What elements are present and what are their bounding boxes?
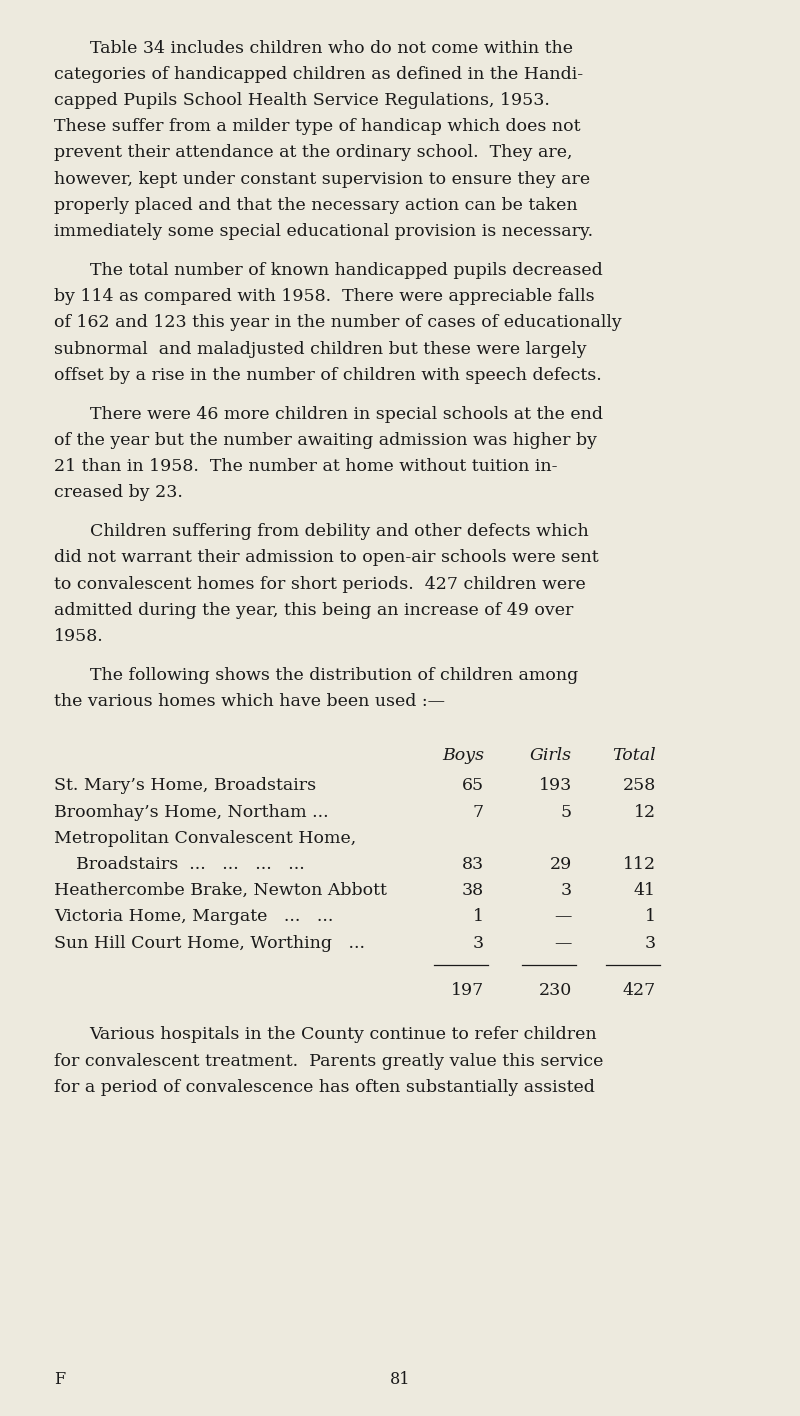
Text: offset by a rise in the number of children with speech defects.: offset by a rise in the number of childr… <box>54 367 602 384</box>
Text: 65: 65 <box>462 777 484 794</box>
Text: The total number of known handicapped pupils decreased: The total number of known handicapped pu… <box>90 262 602 279</box>
Text: 427: 427 <box>622 981 656 998</box>
Text: 3: 3 <box>473 935 484 952</box>
Text: Broomhay’s Home, Northam ...: Broomhay’s Home, Northam ... <box>54 804 329 821</box>
Text: 21 than in 1958.  The number at home without tuition in-: 21 than in 1958. The number at home with… <box>54 457 558 476</box>
Text: for a period of convalescence has often substantially assisted: for a period of convalescence has often … <box>54 1079 595 1096</box>
Text: 230: 230 <box>538 981 572 998</box>
Text: 1958.: 1958. <box>54 627 104 646</box>
Text: 83: 83 <box>462 857 484 874</box>
Text: Total: Total <box>612 748 656 765</box>
Text: 29: 29 <box>550 857 572 874</box>
Text: 41: 41 <box>634 882 656 899</box>
Text: immediately some special educational provision is necessary.: immediately some special educational pro… <box>54 222 594 241</box>
Text: —: — <box>554 909 572 926</box>
Text: by 114 as compared with 1958.  There were appreciable falls: by 114 as compared with 1958. There were… <box>54 287 595 306</box>
Text: prevent their attendance at the ordinary school.  They are,: prevent their attendance at the ordinary… <box>54 144 573 161</box>
Text: F: F <box>54 1371 66 1388</box>
Text: properly placed and that the necessary action can be taken: properly placed and that the necessary a… <box>54 197 578 214</box>
Text: Victoria Home, Margate   ...   ...: Victoria Home, Margate ... ... <box>54 909 334 926</box>
Text: 3: 3 <box>561 882 572 899</box>
Text: Various hospitals in the County continue to refer children: Various hospitals in the County continue… <box>90 1027 598 1044</box>
Text: 193: 193 <box>538 777 572 794</box>
Text: of 162 and 123 this year in the number of cases of educationally: of 162 and 123 this year in the number o… <box>54 314 622 331</box>
Text: however, kept under constant supervision to ensure they are: however, kept under constant supervision… <box>54 170 590 188</box>
Text: Heathercombe Brake, Newton Abbott: Heathercombe Brake, Newton Abbott <box>54 882 387 899</box>
Text: 7: 7 <box>473 804 484 821</box>
Text: Boys: Boys <box>442 748 484 765</box>
Text: to convalescent homes for short periods.  427 children were: to convalescent homes for short periods.… <box>54 575 586 593</box>
Text: categories of handicapped children as defined in the Handi-: categories of handicapped children as de… <box>54 65 583 84</box>
Text: did not warrant their admission to open-air schools were sent: did not warrant their admission to open-… <box>54 549 599 566</box>
Text: admitted during the year, this being an increase of 49 over: admitted during the year, this being an … <box>54 602 574 619</box>
Text: Broadstairs  ...   ...   ...   ...: Broadstairs ... ... ... ... <box>54 857 305 874</box>
Text: Table 34 includes children who do not come within the: Table 34 includes children who do not co… <box>90 40 573 57</box>
Text: of the year but the number awaiting admission was higher by: of the year but the number awaiting admi… <box>54 432 598 449</box>
Text: 1: 1 <box>645 909 656 926</box>
Text: creased by 23.: creased by 23. <box>54 484 183 501</box>
Text: There were 46 more children in special schools at the end: There were 46 more children in special s… <box>90 405 602 423</box>
Text: 197: 197 <box>450 981 484 998</box>
Text: Metropolitan Convalescent Home,: Metropolitan Convalescent Home, <box>54 830 357 847</box>
Text: subnormal  and maladjusted children but these were largely: subnormal and maladjusted children but t… <box>54 340 587 358</box>
Text: 12: 12 <box>634 804 656 821</box>
Text: Girls: Girls <box>530 748 572 765</box>
Text: 3: 3 <box>645 935 656 952</box>
Text: 81: 81 <box>390 1371 410 1388</box>
Text: Children suffering from debility and other defects which: Children suffering from debility and oth… <box>90 523 588 541</box>
Text: —: — <box>554 935 572 952</box>
Text: 258: 258 <box>622 777 656 794</box>
Text: St. Mary’s Home, Broadstairs: St. Mary’s Home, Broadstairs <box>54 777 317 794</box>
Text: 112: 112 <box>623 857 656 874</box>
Text: capped Pupils School Health Service Regulations, 1953.: capped Pupils School Health Service Regu… <box>54 92 550 109</box>
Text: These suffer from a milder type of handicap which does not: These suffer from a milder type of handi… <box>54 118 581 136</box>
Text: Sun Hill Court Home, Worthing   ...: Sun Hill Court Home, Worthing ... <box>54 935 366 952</box>
Text: 5: 5 <box>561 804 572 821</box>
Text: 1: 1 <box>473 909 484 926</box>
Text: for convalescent treatment.  Parents greatly value this service: for convalescent treatment. Parents grea… <box>54 1052 604 1069</box>
Text: the various homes which have been used :—: the various homes which have been used :… <box>54 692 446 711</box>
Text: The following shows the distribution of children among: The following shows the distribution of … <box>90 667 578 684</box>
Text: 38: 38 <box>462 882 484 899</box>
